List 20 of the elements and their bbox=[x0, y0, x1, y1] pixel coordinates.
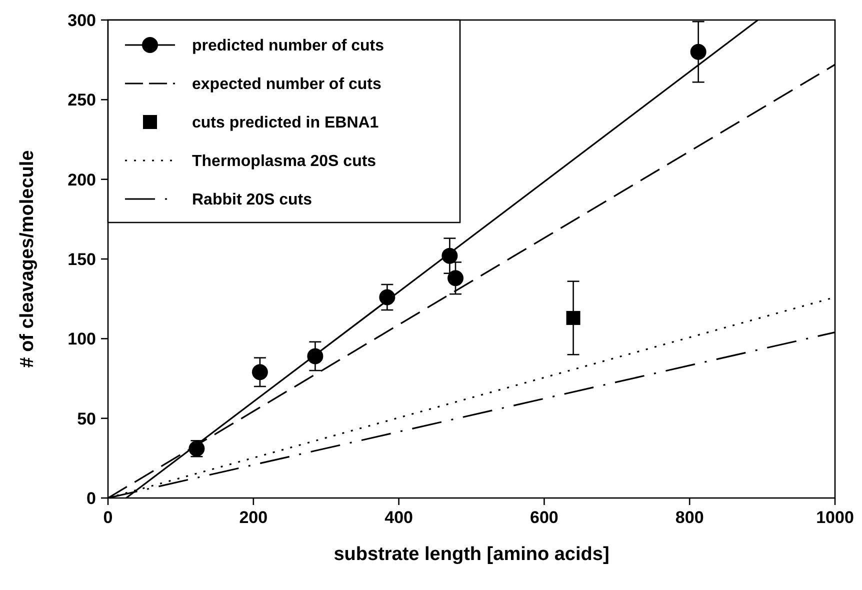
y-tick-label: 250 bbox=[68, 90, 96, 110]
y-tick-label: 100 bbox=[68, 330, 96, 349]
y-tick-label: 150 bbox=[68, 250, 96, 269]
legend-label: Thermoplasma 20S cuts bbox=[192, 153, 376, 170]
x-tick-label: 1000 bbox=[816, 508, 854, 527]
y-tick-label: 50 bbox=[77, 409, 96, 428]
y-tick-label: 300 bbox=[68, 10, 96, 30]
y-tick-label: 0 bbox=[86, 488, 96, 508]
legend-label: predicted number of cuts bbox=[192, 38, 384, 55]
y-tick-label: 200 bbox=[68, 170, 96, 190]
x-axis-title: substrate length [amino acids] bbox=[334, 544, 610, 565]
legend-label: expected number of cuts bbox=[192, 76, 382, 94]
y-axis-title: # of cleavages/molecule bbox=[17, 150, 38, 368]
legend-label: cuts predicted in EBNA1 bbox=[192, 114, 379, 132]
legend-label: Rabbit 20S cuts bbox=[192, 192, 312, 209]
x-tick-label: 600 bbox=[530, 508, 558, 527]
x-tick-label: 400 bbox=[384, 508, 413, 527]
x-tick-label: 800 bbox=[675, 508, 704, 527]
x-tick-label: 200 bbox=[239, 508, 268, 527]
x-tick-label: 0 bbox=[103, 508, 113, 527]
